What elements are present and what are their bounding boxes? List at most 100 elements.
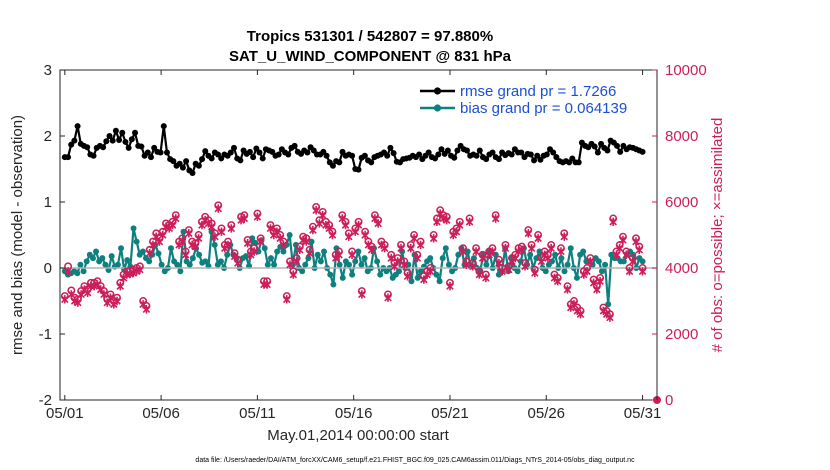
bias-point: [445, 261, 452, 268]
obs-assimilated-marker: [576, 310, 585, 319]
obs-assimilated-marker: [351, 227, 360, 236]
obs-assimilated-marker: [384, 293, 392, 302]
obs-assimilated-marker: [106, 293, 115, 302]
bias-point: [336, 261, 343, 268]
bias-point: [427, 255, 434, 262]
obs-assimilated-marker: [491, 214, 500, 223]
bias-point: [177, 268, 184, 275]
bias-point: [558, 255, 565, 262]
obs-assimilated-marker: [632, 237, 640, 246]
obs-assimilated-marker: [475, 270, 484, 279]
bias-point: [202, 258, 209, 265]
bias-point: [158, 261, 165, 268]
bias-point: [167, 245, 174, 252]
rmse-point: [160, 123, 167, 130]
obs-assimilated-marker: [116, 281, 125, 291]
bias-point: [155, 250, 162, 257]
bias-point: [439, 255, 446, 262]
rmse-point: [250, 154, 257, 161]
rmse-point: [103, 138, 110, 145]
bias-point: [602, 261, 609, 268]
obs-assimilated-marker: [452, 227, 461, 236]
bias-point: [77, 261, 84, 268]
bias-point: [146, 258, 153, 265]
rmse-point: [256, 149, 263, 156]
obs-assimilated-marker: [83, 288, 92, 297]
chart-title-line2: SAT_U_WIND_COMPONENT @ 831 hPa: [229, 48, 512, 65]
obs-count-series: [60, 201, 661, 404]
obs-assimilated-marker: [403, 272, 412, 281]
bias-point: [395, 268, 402, 275]
obs-assimilated-marker: [348, 250, 356, 259]
obs-assimilated-marker: [570, 300, 578, 309]
obs-assimilated-marker: [361, 230, 369, 240]
rmse-point: [157, 149, 164, 156]
bias-point: [317, 258, 324, 265]
y-axis-right: 0 2000 4000 6000 8000 10000: [652, 62, 707, 409]
obs-assimilated-marker: [328, 230, 337, 240]
obs-assimilated-marker: [465, 217, 474, 226]
rmse-point: [438, 146, 445, 153]
y-right-tick-label: 10000: [665, 62, 707, 79]
x-axis-label: May.01,2014 00:00:00 start: [267, 427, 449, 444]
rmse-point: [489, 149, 496, 156]
obs-assimilated-marker: [354, 220, 363, 230]
obs-assimilated-marker: [286, 260, 294, 269]
x-tick-label: 05/31: [624, 405, 662, 422]
rmse-point: [495, 156, 502, 163]
bias-point: [327, 271, 334, 278]
rmse-point: [575, 159, 582, 166]
bias-point: [542, 268, 549, 275]
y-right-tick-label: 0: [665, 392, 673, 409]
obs-assimilated-marker: [625, 267, 634, 276]
rmse-point: [275, 151, 282, 158]
rmse-point: [594, 149, 601, 156]
x-tick-label: 05/11: [239, 405, 275, 422]
obs-assimilated-marker: [511, 253, 520, 263]
obs-assimilated-marker: [462, 260, 471, 269]
obs-assimilated-marker: [276, 234, 285, 243]
bias-point: [174, 261, 181, 268]
obs-assimilated-marker: [113, 296, 121, 306]
y-axis-right-label: # of obs: o=possible; ×=assimilated: [709, 118, 726, 353]
bias-point: [564, 261, 571, 268]
obs-assimilated-marker: [524, 229, 533, 238]
obs-assimilated-marker: [593, 285, 601, 294]
obs-assimilated-marker: [501, 244, 510, 253]
rmse-point: [112, 127, 119, 134]
rmse-point: [259, 155, 266, 162]
obs-assimilated-marker: [305, 248, 314, 258]
rmse-point: [170, 158, 177, 165]
rmse-point: [183, 158, 190, 165]
obs-assimilated-marker: [622, 250, 631, 259]
y-axis-left-label: rmse and bias (model - observation): [9, 115, 26, 355]
bias-point: [330, 281, 337, 288]
obs-assimilated-marker: [145, 248, 154, 258]
obs-assimilated-marker: [158, 230, 167, 240]
obs-assimilated-marker: [469, 262, 477, 271]
bias-point: [74, 270, 81, 277]
obs-assimilated-marker: [521, 262, 529, 271]
bias-point: [186, 261, 193, 268]
obs-assimilated-marker: [214, 204, 222, 213]
obs-assimilated-marker: [149, 240, 157, 250]
bias-point: [361, 255, 368, 262]
rmse-point: [246, 148, 253, 155]
rmse-point: [138, 143, 145, 150]
y-left-tick-label: 2: [44, 128, 52, 145]
rmse-point: [119, 129, 126, 136]
obs-assimilated-marker: [279, 240, 288, 250]
obs-assimilated-marker: [315, 219, 324, 228]
rmse-point: [473, 152, 480, 159]
rmse-point: [323, 152, 330, 159]
bias-point: [308, 238, 315, 245]
bias-point: [595, 258, 602, 265]
rmse-point: [230, 144, 237, 151]
obs-assimilated-marker: [227, 224, 236, 233]
obs-assimilated-marker: [243, 239, 252, 248]
x-tick-label: 05/06: [142, 405, 180, 422]
rmse-point: [384, 152, 391, 159]
rmse-point: [508, 151, 515, 158]
obs-assimilated-marker: [253, 212, 262, 222]
rmse-point: [125, 144, 132, 151]
